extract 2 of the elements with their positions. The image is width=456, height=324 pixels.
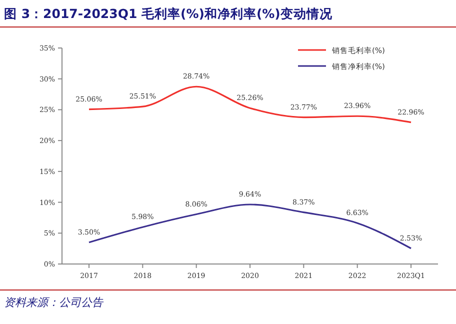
text: 资料来源：公司公告 (4, 296, 104, 309)
chart-title: 图 3：2017-2023Q1 毛利率(%)和净利率(%)变动情况 (4, 6, 334, 21)
